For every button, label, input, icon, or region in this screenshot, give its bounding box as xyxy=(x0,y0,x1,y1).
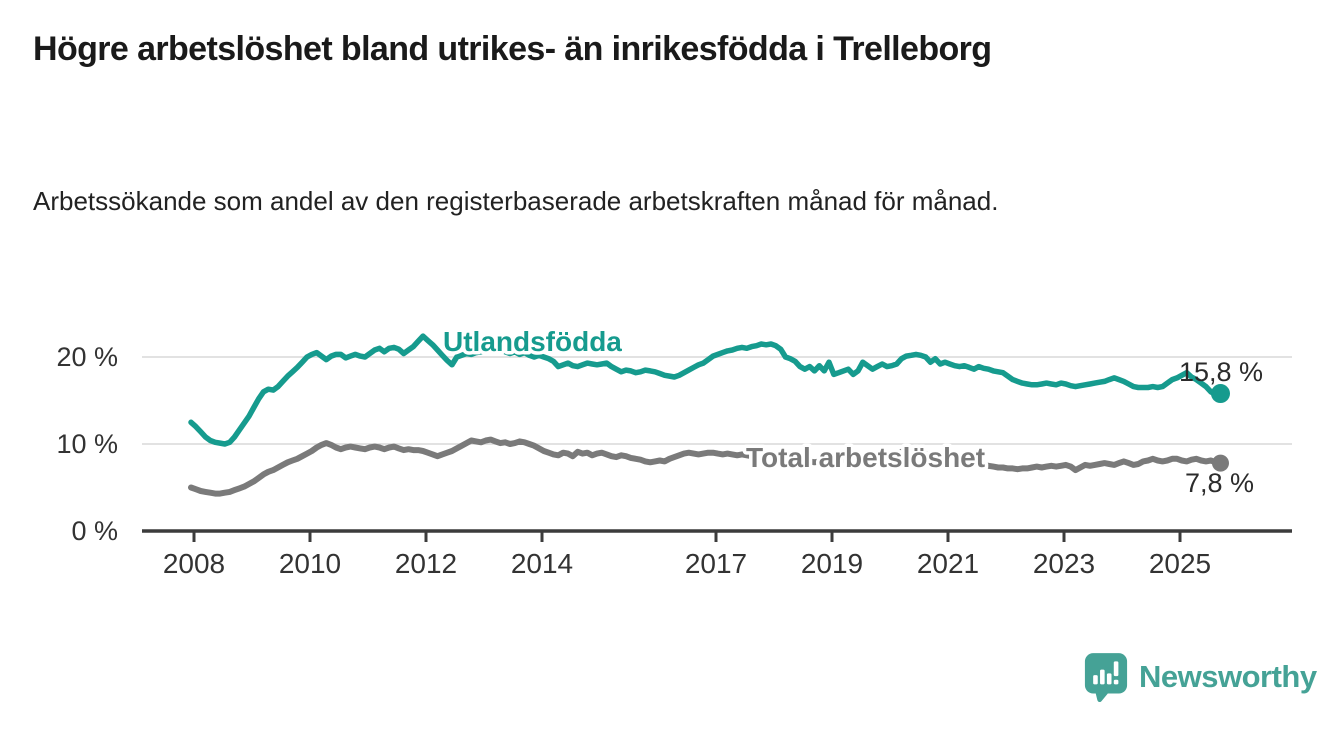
series-label-1: Total arbetslöshet xyxy=(746,442,985,473)
series-end-dot-1 xyxy=(1211,454,1229,472)
series-end-dot-0 xyxy=(1210,384,1230,404)
newsworthy-brand-text: Newsworthy xyxy=(1139,659,1317,694)
x-tick-label: 2014 xyxy=(511,548,573,579)
x-tick-label: 2008 xyxy=(163,548,225,579)
y-tick-label: 10 % xyxy=(56,429,118,459)
x-tick-label: 2023 xyxy=(1033,548,1095,579)
newsworthy-logo: Newsworthy xyxy=(1084,652,1317,702)
x-tick-label: 2012 xyxy=(395,548,457,579)
x-tick-label: 2017 xyxy=(685,548,747,579)
series-label-0: Utlandsfödda xyxy=(443,326,622,357)
x-tick-label: 2010 xyxy=(279,548,341,579)
series-line-0 xyxy=(188,333,1224,447)
x-tick-label: 2019 xyxy=(801,548,863,579)
x-tick-label: 2025 xyxy=(1149,548,1211,579)
series-end-value-0: 15,8 % xyxy=(1179,357,1263,387)
series-line-1 xyxy=(188,436,1224,497)
y-tick-label: 0 % xyxy=(71,516,118,546)
page-title: Högre arbetslöshet bland utrikes- än inr… xyxy=(33,30,992,68)
page-subtitle: Arbetssökande som andel av den registerb… xyxy=(33,186,999,216)
y-tick-label: 20 % xyxy=(56,342,118,372)
newsworthy-logo-icon xyxy=(1084,653,1128,702)
series-end-value-1: 7,8 % xyxy=(1185,468,1254,498)
x-tick-label: 2021 xyxy=(917,548,979,579)
